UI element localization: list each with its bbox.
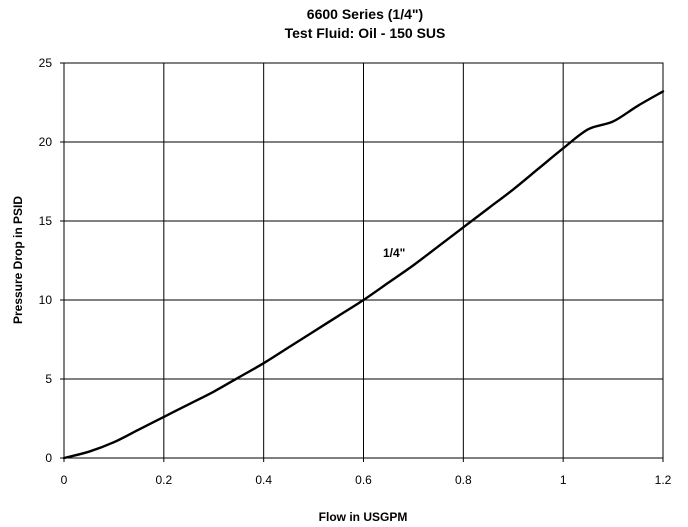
y-tick-label: 10 [39, 293, 53, 307]
x-tick-label: 1.2 [655, 473, 672, 487]
y-tick-label: 25 [39, 56, 53, 70]
y-tick-label: 5 [45, 372, 52, 386]
x-tick-label: 0 [61, 473, 68, 487]
tick-labels: 0 0.2 0.4 0.6 0.8 1 1.2 0 5 10 15 20 25 [39, 56, 672, 487]
x-tick-label: 0.2 [155, 473, 172, 487]
x-tick-label: 0.6 [355, 473, 372, 487]
x-axis-label: Flow in USGPM [319, 510, 408, 524]
y-tick-label: 15 [39, 214, 53, 228]
x-tick-label: 0.4 [255, 473, 272, 487]
grid [64, 63, 663, 458]
plot-frame [60, 62, 664, 462]
x-tick-label: 1 [560, 473, 567, 487]
y-tick-label: 0 [45, 451, 52, 465]
plot-border [63, 62, 664, 459]
series-label-1-4: 1/4" [383, 246, 405, 260]
y-tick-label: 20 [39, 135, 53, 149]
series-line [62, 90, 665, 460]
series [62, 90, 665, 460]
x-tick-label: 0.8 [455, 473, 472, 487]
chart-title: 6600 Series (1/4") [307, 6, 423, 22]
chart-subtitle: Test Fluid: Oil - 150 SUS [285, 25, 446, 41]
y-axis-label: Pressure Drop in PSID [11, 196, 25, 324]
